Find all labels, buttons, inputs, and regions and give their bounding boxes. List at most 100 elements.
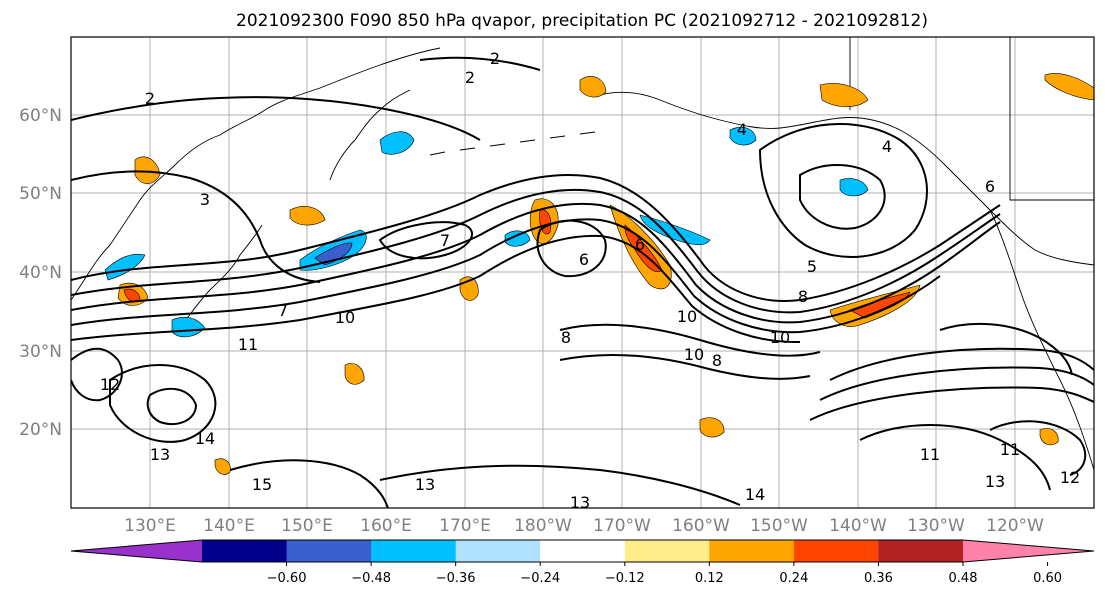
contour-label: 2: [465, 68, 475, 87]
contour-label: 3: [200, 190, 210, 209]
precip-blob: [699, 417, 725, 438]
colorbar-tick-label: 0.24: [779, 571, 808, 586]
contour-label: 13: [150, 445, 170, 464]
colorbar-swatch: [540, 540, 626, 562]
contour-line: [71, 170, 321, 283]
contour-label: 8: [712, 351, 722, 370]
colorbar-swatch: [202, 540, 288, 562]
contour-line: [939, 322, 1073, 376]
colorbar-extend-high: [963, 540, 1094, 562]
lon-label: 160°E: [360, 516, 412, 536]
contour-label: 13: [570, 493, 590, 512]
contour-label: 12: [1060, 468, 1080, 487]
precip-shading: [104, 73, 1094, 475]
contour-line: [229, 459, 389, 508]
longitude-labels: 130°E 140°E 150°E 160°E 170°E 180°W 170°W 160°W…: [124, 516, 1044, 536]
contour-line: [109, 364, 217, 443]
map-frame: [70, 36, 1095, 509]
contour-line: [829, 347, 1094, 381]
contour-line: [559, 353, 811, 380]
precip-blob: [134, 156, 161, 184]
precip-blob: [344, 363, 365, 385]
contour-label: 11: [1000, 440, 1020, 459]
contour-line: [378, 221, 473, 260]
precip-blob: [104, 253, 146, 281]
contour-line: [758, 123, 928, 258]
map-gridlines: [71, 37, 1094, 508]
contour-line: [71, 173, 1001, 302]
contour-line: [146, 387, 198, 425]
figure-title: 2021092300 F090 850 hPa qvapor, precipit…: [236, 11, 928, 31]
contour-label: 14: [745, 485, 765, 504]
contour-label: 7: [278, 301, 288, 320]
colorbar-tick-label: −0.36: [436, 571, 476, 586]
colorbar-swatch: [878, 540, 964, 562]
precip-blob: [214, 458, 231, 475]
lon-label: 170°W: [593, 516, 651, 536]
contour-label: 5: [807, 257, 817, 276]
lat-label: 40°N: [19, 263, 62, 283]
contour-label: 8: [561, 328, 571, 347]
colorbar-tick-label: 0.36: [864, 571, 893, 586]
colorbar-swatch: [286, 540, 372, 562]
colorbar-tick-label: −0.24: [520, 571, 560, 586]
precip-blob: [504, 230, 531, 247]
coastline-japan: [177, 224, 263, 331]
contour-label: 4: [882, 137, 892, 156]
precip-blob: [314, 242, 353, 266]
contour-label: 6: [579, 250, 589, 269]
contour-label: 2: [145, 89, 155, 108]
lat-label: 60°N: [19, 106, 62, 126]
colorbar-tick-label: −0.48: [351, 571, 391, 586]
contour-label: 8: [798, 287, 808, 306]
precip-blob: [379, 131, 415, 155]
lat-label: 20°N: [19, 420, 62, 440]
lon-label: 130°E: [124, 516, 176, 536]
contour-line: [809, 386, 1094, 421]
lon-label: 130°W: [907, 516, 965, 536]
contour-label: 4: [737, 120, 747, 139]
colorbar-swatch: [793, 540, 879, 562]
coastline-alaska: [599, 91, 1094, 266]
contour-line: [989, 420, 1087, 476]
contour-line: [799, 164, 886, 230]
precip-blob: [1039, 428, 1059, 446]
colorbar-tick-label: −0.12: [605, 571, 645, 586]
contour-line: [71, 234, 801, 344]
contour-label: 14: [195, 429, 215, 448]
precip-blob: [729, 127, 757, 146]
latitude-labels: 60°N 50°N 40°N 30°N 20°N: [19, 106, 62, 440]
lat-label: 30°N: [19, 342, 62, 362]
precip-blob: [624, 224, 663, 272]
coastline-aleutians: [429, 131, 596, 156]
lon-label: 140°W: [829, 516, 887, 536]
coastline-asia: [71, 47, 441, 301]
contour-label: 6: [635, 235, 645, 254]
contour-line: [536, 219, 607, 278]
coastlines: [71, 37, 1094, 471]
colorbar-tick-label: −0.60: [267, 571, 307, 586]
contour-line: [419, 56, 541, 71]
precip-blob: [839, 178, 869, 197]
contour-label: 10: [677, 307, 697, 326]
contour-label: 10: [684, 345, 704, 364]
contour-label: 13: [415, 475, 435, 494]
lon-label: 120°W: [986, 516, 1044, 536]
contour-label: 12: [100, 375, 120, 394]
precip-blob: [289, 206, 326, 226]
contour-label: 10: [770, 328, 790, 347]
contour-line: [71, 188, 1001, 314]
precip-blob: [1044, 73, 1094, 101]
colorbar-swatch: [709, 540, 795, 562]
contour-label: 11: [920, 445, 940, 464]
colorbar-tick-label: 0.60: [1033, 571, 1062, 586]
coastline-kamchatka: [329, 89, 411, 181]
contour-label: 2: [490, 49, 500, 68]
contour-label: 6: [985, 177, 995, 196]
contour-label: 10: [335, 308, 355, 327]
lat-label: 50°N: [19, 184, 62, 204]
contour-label: 7: [440, 231, 450, 250]
